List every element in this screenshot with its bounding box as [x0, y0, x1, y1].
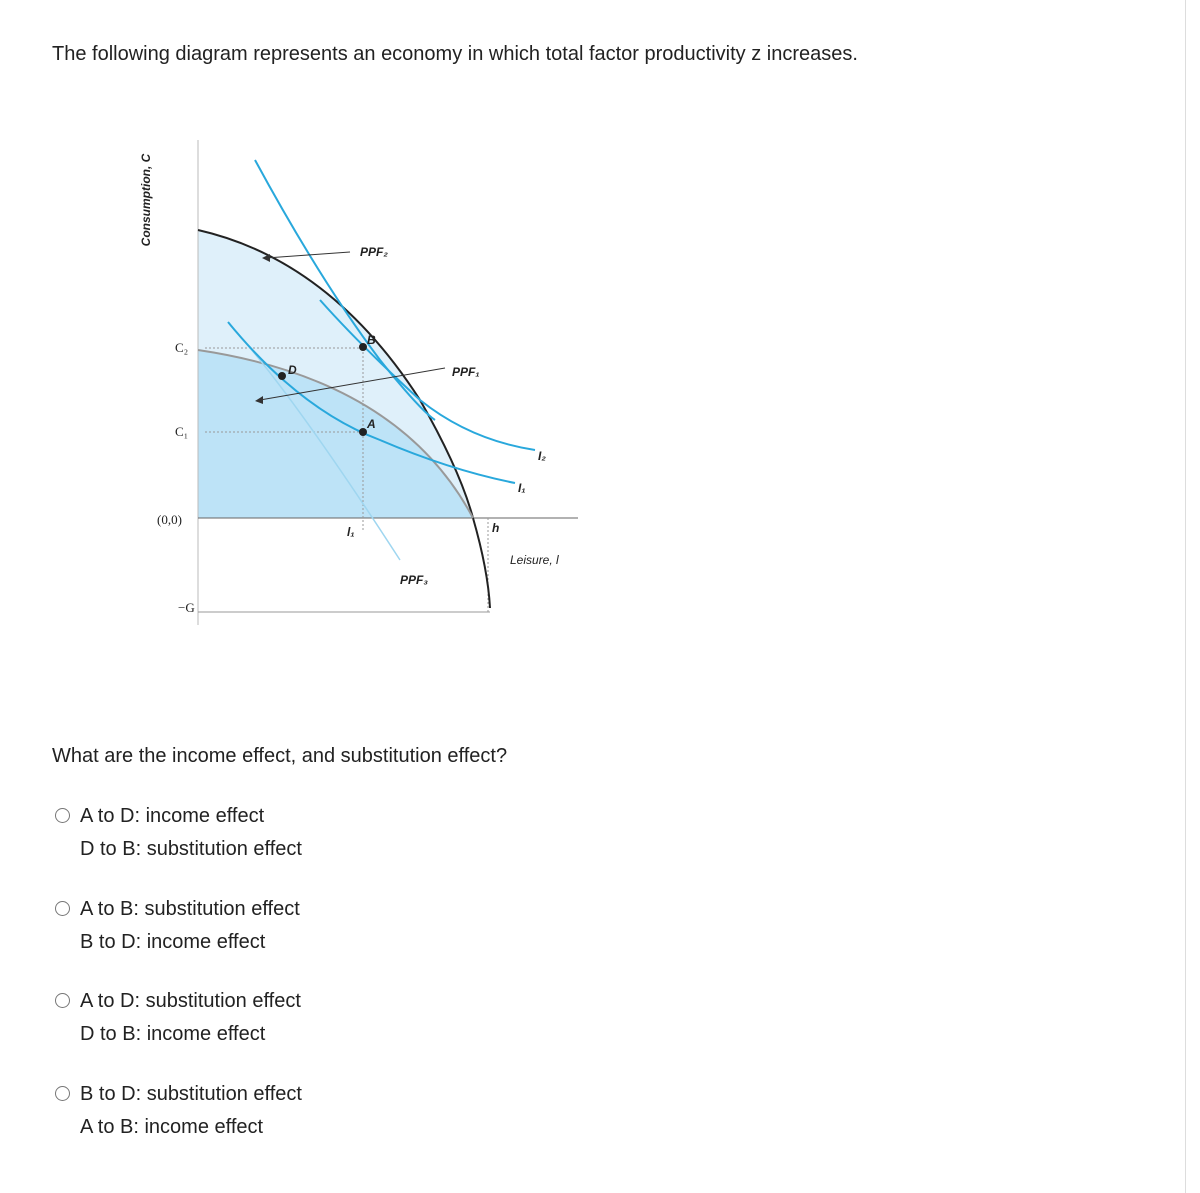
indifference-i1 — [227, 321, 516, 484]
option-text: A to B: substitution effect — [80, 897, 300, 920]
arrow — [265, 251, 351, 259]
ppf1-curve — [197, 349, 474, 519]
radio-button[interactable] — [55, 1086, 70, 1102]
option-text: B to D: income effect — [80, 930, 266, 953]
option[interactable]: A to B: substitution effect B to D: incom… — [52, 893, 300, 959]
g-label: −G — [178, 600, 195, 615]
point-b — [359, 343, 367, 351]
i1-label: I₁ — [518, 481, 526, 495]
option[interactable]: A to D: income effect D to B: substitutio… — [52, 800, 302, 866]
ppf2-curve — [197, 229, 491, 609]
c2-label: C₂ — [175, 340, 188, 355]
option[interactable]: A to D: substitution effect D to B: incom… — [52, 985, 301, 1051]
arrowhead — [262, 254, 270, 262]
ppf1-label: PPF₁ — [452, 365, 480, 379]
option-text: D to B: income effect — [80, 1023, 266, 1046]
ppf3-label: PPF₃ — [400, 573, 428, 587]
option-text: A to D: substitution effect — [80, 990, 301, 1013]
l1-label: l₁ — [347, 525, 355, 539]
option-text: B to D: substitution effect — [80, 1083, 302, 1106]
option[interactable]: B to D: substitution effect A to B: incom… — [52, 1078, 302, 1144]
option-text: D to B: substitution effect — [80, 838, 302, 860]
arrow — [259, 367, 446, 401]
prompt: What are the income effect, and substitu… — [52, 745, 508, 767]
c1-label: C₁ — [175, 424, 188, 439]
ppf1-area — [198, 350, 473, 518]
diagram: Consumption, C Leisure, l C₂ C₁ (0,0) −G… — [139, 140, 578, 625]
question: The following diagram represents an econ… — [52, 43, 858, 65]
point-d-label: D — [288, 363, 297, 377]
origin-label: (0,0) — [157, 512, 182, 527]
ppf2-label: PPF₂ — [360, 245, 388, 259]
y-axis-label: Consumption, C — [139, 153, 153, 246]
h-label: h — [492, 521, 499, 535]
indifference-i2 — [319, 299, 536, 451]
budget-line — [254, 159, 436, 421]
arrowhead — [255, 396, 263, 404]
point-a — [359, 428, 367, 436]
right-border — [1185, 0, 1186, 1193]
point-b-label: B — [367, 333, 376, 347]
radio-button[interactable] — [55, 808, 70, 823]
i2-label: I₂ — [538, 449, 546, 463]
option-text: A to B: income effect — [80, 1116, 264, 1139]
point-d — [278, 372, 286, 380]
radio-button[interactable] — [55, 993, 70, 1009]
x-axis-label: Leisure, l — [510, 553, 559, 567]
point-a-label: A — [366, 417, 376, 431]
option-text: A to D: income effect — [80, 805, 265, 827]
radio-button[interactable] — [55, 900, 70, 916]
